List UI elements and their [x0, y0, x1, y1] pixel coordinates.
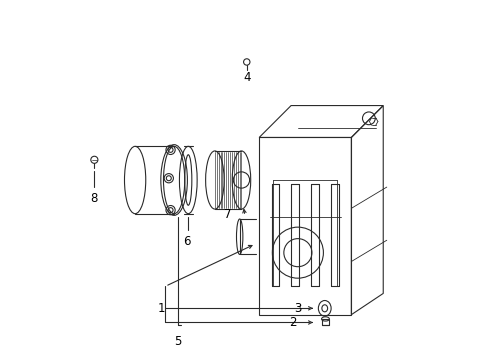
- Text: 2: 2: [289, 316, 296, 329]
- Text: 6: 6: [183, 235, 190, 248]
- Text: 8: 8: [91, 192, 98, 206]
- Text: 3: 3: [294, 302, 302, 315]
- Text: 5: 5: [174, 335, 181, 348]
- Text: 1: 1: [158, 302, 165, 315]
- Text: 4: 4: [243, 71, 250, 84]
- Text: 7: 7: [223, 208, 231, 221]
